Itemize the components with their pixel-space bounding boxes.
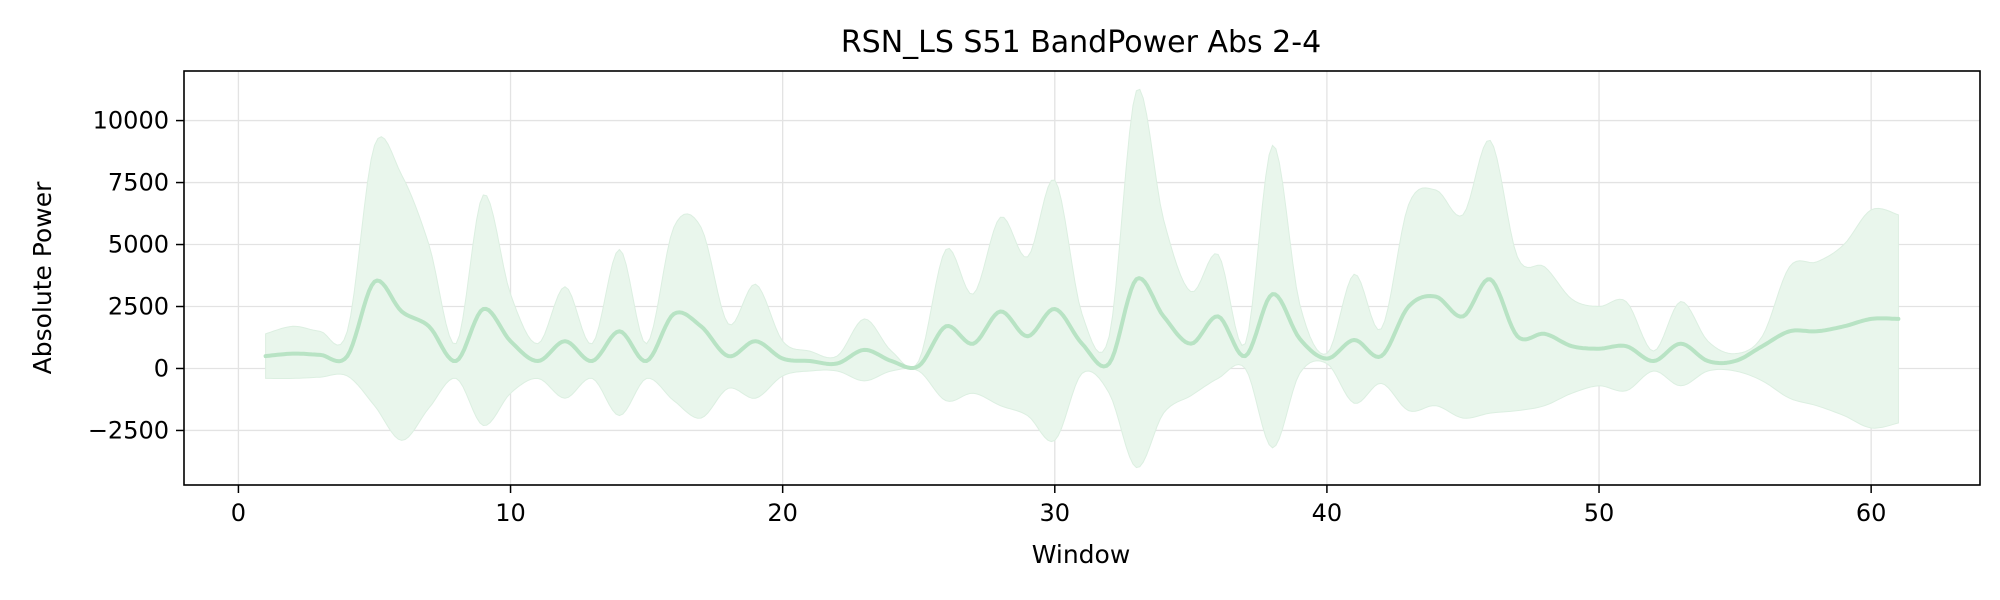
y-axis-label: Absolute Power <box>28 181 57 375</box>
y-tick-label: 2500 <box>108 293 169 321</box>
std-band <box>265 88 1899 469</box>
mean-line-layer <box>263 276 1901 370</box>
chart-title: RSN_LS S51 BandPower Abs 2-4 <box>841 25 1321 60</box>
y-tick-label: 5000 <box>108 231 169 259</box>
x-tick-label: 10 <box>495 499 526 527</box>
x-tick-label: 0 <box>231 499 246 527</box>
x-tick-label: 20 <box>767 499 798 527</box>
y-tick-label: −2500 <box>88 416 169 444</box>
x-tick-label: 50 <box>1584 499 1615 527</box>
x-axis-label: Window <box>1032 540 1131 569</box>
x-axis-ticks: 0 10 20 30 40 50 60 <box>231 485 1887 527</box>
x-tick-label: 60 <box>1856 499 1887 527</box>
plot-frame <box>183 70 1981 486</box>
y-tick-label: 0 <box>154 354 169 382</box>
y-tick-label: 7500 <box>108 169 169 197</box>
mean-line <box>263 276 1901 370</box>
x-tick-label: 40 <box>1312 499 1343 527</box>
x-tick-label: 30 <box>1040 499 1071 527</box>
y-tick-label: 10000 <box>93 107 169 135</box>
y-axis-ticks: −2500 0 2500 5000 7500 10000 <box>88 107 184 444</box>
std-band-layer <box>265 88 1899 469</box>
